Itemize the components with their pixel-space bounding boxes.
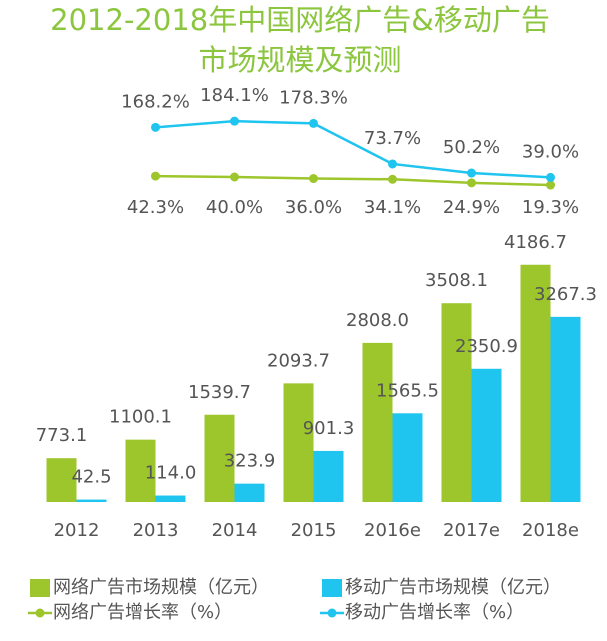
data-label: 50.2% [443, 137, 500, 158]
chart-title: 市场规模及预测 [198, 43, 401, 77]
bar [46, 458, 77, 502]
data-label: 4186.7 [504, 232, 567, 253]
data-label: 901.3 [303, 418, 355, 439]
line-point [309, 174, 318, 184]
data-label: 1539.7 [188, 382, 251, 403]
data-label: 39.0% [522, 141, 579, 162]
x-tick-label: 2017e [443, 520, 500, 541]
data-label: 2808.0 [346, 310, 409, 331]
line-point [546, 180, 555, 190]
bar [125, 439, 156, 502]
bar [204, 414, 235, 502]
data-label: 2093.7 [267, 350, 330, 371]
line-point [546, 172, 555, 182]
data-label: 42.5 [71, 467, 111, 488]
data-label: 1565.5 [376, 380, 439, 401]
x-tick-label: 2016e [364, 520, 421, 541]
legend-swatch [35, 608, 45, 618]
line-point [230, 172, 239, 182]
line [155, 174, 551, 187]
x-tick-label: 2018e [522, 520, 579, 541]
data-label: 24.9% [443, 197, 500, 218]
legend-label: 网络广告市场规模（亿元） [53, 577, 269, 598]
data-label: 773.1 [36, 425, 88, 446]
chart-title: 2012-2018年中国网络广告&移动广告 [50, 3, 550, 37]
line-point [230, 116, 239, 126]
line-point [309, 118, 318, 128]
x-tick-label: 2012 [54, 520, 100, 541]
data-label: 34.1% [364, 197, 421, 218]
line [155, 119, 551, 179]
line-point [388, 174, 397, 184]
data-label: 114.0 [145, 463, 197, 484]
data-label: 40.0% [206, 197, 263, 218]
line-point [151, 171, 160, 181]
bar [362, 342, 393, 502]
bar [392, 413, 423, 502]
legend-label: 网络广告增长率（%） [53, 602, 232, 623]
data-label: 19.3% [522, 197, 579, 218]
bar [155, 495, 186, 502]
line-point [467, 168, 476, 178]
bar [234, 483, 265, 502]
bar [441, 303, 472, 502]
data-label: 2350.9 [455, 336, 518, 357]
x-tick-label: 2013 [133, 520, 179, 541]
data-label: 323.9 [224, 451, 276, 472]
x-tick-label: 2015 [291, 520, 337, 541]
bar [283, 383, 314, 502]
bar [520, 264, 551, 502]
data-label: 36.0% [285, 197, 342, 218]
line-point [388, 159, 397, 169]
bar [550, 316, 581, 502]
bar [313, 450, 344, 502]
legend-swatch [30, 579, 50, 597]
data-label: 1100.1 [109, 407, 172, 428]
data-label: 178.3% [279, 87, 348, 108]
data-label: 168.2% [121, 91, 190, 112]
legend-swatch [327, 608, 337, 618]
line-point [467, 178, 476, 188]
data-label: 42.3% [127, 197, 184, 218]
legend-swatch [322, 579, 342, 597]
legend-label: 移动广告市场规模（亿元） [345, 577, 561, 598]
data-label: 3267.3 [534, 284, 597, 305]
x-tick-label: 2014 [212, 520, 258, 541]
legend-label: 移动广告增长率（%） [345, 602, 524, 623]
bar [471, 368, 502, 502]
line-point [151, 122, 160, 132]
data-label: 184.1% [200, 85, 269, 106]
data-label: 3508.1 [425, 270, 488, 291]
bar [76, 499, 107, 502]
data-label: 73.7% [364, 128, 421, 149]
